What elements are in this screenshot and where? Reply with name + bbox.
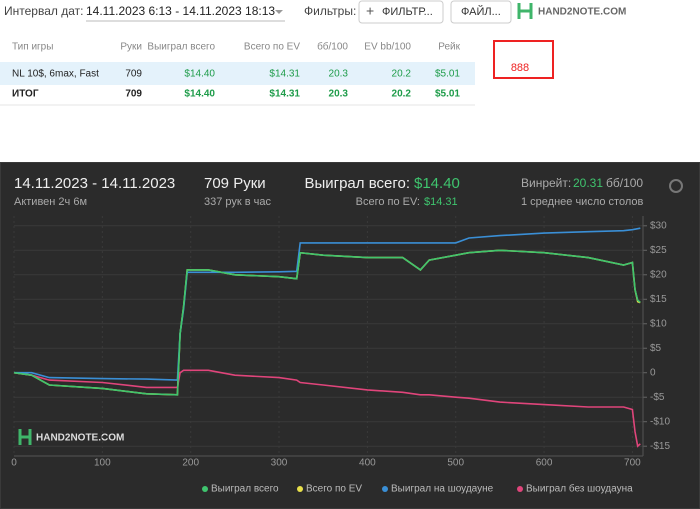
- y-tick-label: -$10: [650, 416, 670, 427]
- series-line: [13, 369, 641, 448]
- winrate-label: Винрейт:: [521, 176, 571, 190]
- table-cell: 20.3: [329, 69, 349, 80]
- legend-label: Всего по EV: [306, 484, 362, 495]
- summary-hands-per-hour: 337 рук в час: [204, 196, 272, 208]
- row-highlight: [0, 62, 475, 85]
- y-tick-label: -$5: [650, 392, 665, 403]
- column-header: Рейк: [438, 42, 460, 53]
- date-range[interactable]: 14.11.2023 6:13 - 14.11.2023 18:13: [86, 4, 275, 18]
- settings-icon[interactable]: [669, 179, 683, 193]
- badge: 888: [511, 62, 529, 74]
- y-tick-label: $20: [650, 269, 667, 280]
- table-cell: $14.31: [269, 89, 300, 100]
- table-cell: NL 10$, 6max, Fast: [12, 69, 99, 80]
- filter-button[interactable]: [358, 0, 444, 24]
- tables-avg: 1 среднее число столов: [521, 196, 643, 208]
- column-header: бб/100: [317, 41, 348, 53]
- series-line: [13, 249, 641, 396]
- ev-value: $14.31: [424, 196, 458, 208]
- won-value: $14.40: [414, 175, 460, 192]
- dropdown-arrow[interactable]: [275, 10, 283, 14]
- watermark: HAND2NOTE.COM: [36, 433, 124, 444]
- filters-label: Фильтры:: [304, 4, 356, 18]
- table-cell: ИТОГ: [12, 89, 39, 100]
- table-cell: $14.40: [184, 89, 215, 100]
- column-header: Руки: [120, 42, 142, 53]
- table-cell: $5.01: [435, 89, 460, 100]
- x-tick-label: 0: [11, 458, 17, 469]
- x-tick-label: 100: [94, 458, 111, 469]
- legend-marker: [517, 486, 523, 492]
- y-tick-label: 0: [650, 367, 656, 378]
- x-tick-label: 600: [536, 458, 553, 469]
- table-cell: 20.3: [329, 89, 349, 100]
- y-tick-label: $25: [650, 245, 667, 256]
- table-cell: $14.31: [269, 69, 300, 80]
- x-tick-label: 400: [359, 458, 376, 469]
- legend-marker: [202, 486, 208, 492]
- legend-label: Выиграл без шоудауна: [526, 483, 633, 495]
- y-tick-label: $30: [650, 220, 667, 231]
- plus-icon: +: [366, 3, 374, 19]
- series-line: [14, 227, 641, 381]
- column-header: Выиграл всего: [147, 42, 215, 53]
- logo-icon: [517, 3, 533, 19]
- summary-date: 14.11.2023 - 14.11.2023: [14, 175, 175, 192]
- table-cell: 20.2: [392, 89, 412, 100]
- filter-button-text: ФИЛЬТР...: [382, 6, 433, 18]
- table-cell: 709: [125, 69, 142, 80]
- x-tick-label: 300: [271, 458, 288, 469]
- legend-label: Выиграл всего: [211, 484, 279, 495]
- badge-box: [493, 40, 554, 79]
- chart-panel: [0, 162, 700, 509]
- logo: HAND2NOTE.COM: [538, 7, 626, 18]
- y-tick-label: $10: [650, 318, 667, 329]
- winrate-value: 20.31: [573, 176, 603, 190]
- x-tick-label: 200: [182, 458, 199, 469]
- y-tick-label: $15: [650, 294, 667, 305]
- y-tick-label: -$15: [650, 441, 670, 452]
- won-label: Выиграл всего:: [304, 175, 410, 192]
- winrate-unit: бб/100: [606, 176, 643, 190]
- file-button-text: ФАЙЛ...: [461, 5, 501, 18]
- table-cell: $5.01: [435, 69, 460, 80]
- x-tick-label: 700: [624, 458, 641, 469]
- table-cell: 709: [125, 89, 142, 100]
- watermark-icon: [18, 429, 32, 445]
- summary-hands: 709 Руки: [204, 175, 266, 192]
- column-header: Всего по EV: [244, 42, 300, 53]
- legend-label: Выиграл на шоудауне: [391, 484, 494, 495]
- x-tick-label: 500: [447, 458, 464, 469]
- file-button[interactable]: [450, 0, 512, 24]
- legend-marker: [382, 486, 388, 492]
- column-header: Тип игры: [12, 42, 53, 53]
- summary-active: Активен 2ч 6м: [14, 196, 87, 208]
- column-header: EV bb/100: [364, 42, 411, 53]
- legend-marker: [297, 486, 303, 492]
- table-cell: 20.2: [392, 69, 412, 80]
- y-tick-label: $5: [650, 343, 662, 354]
- table-cell: $14.40: [184, 69, 215, 80]
- date-label: Интервал дат:: [4, 4, 83, 18]
- ev-label: Всего по EV:: [356, 196, 420, 208]
